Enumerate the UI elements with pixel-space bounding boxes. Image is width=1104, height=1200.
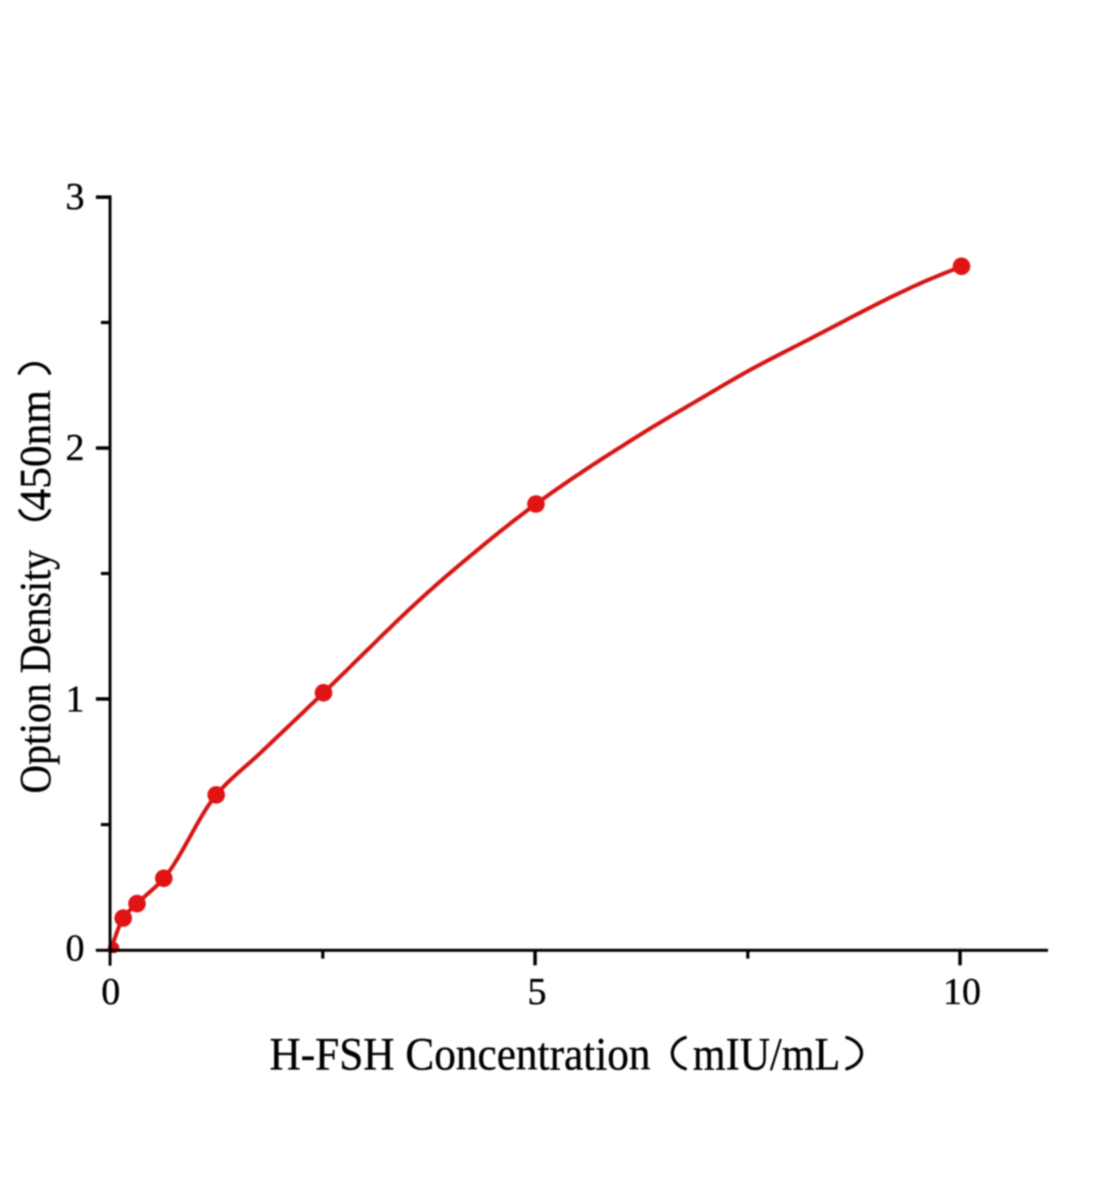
svg-text:10: 10 (943, 971, 981, 1013)
svg-text:450nm: 450nm (11, 390, 60, 511)
svg-text:3: 3 (66, 176, 85, 218)
svg-text:Option Density: Option Density (11, 550, 60, 794)
svg-text:0: 0 (101, 971, 120, 1013)
svg-text:2: 2 (66, 427, 85, 469)
svg-text:1: 1 (66, 678, 85, 720)
svg-text:H-FSH Concentration: H-FSH Concentration (270, 1029, 651, 1080)
svg-text:0: 0 (66, 928, 85, 970)
svg-text:mIU/mL: mIU/mL (693, 1029, 841, 1080)
svg-text:5: 5 (528, 971, 547, 1013)
